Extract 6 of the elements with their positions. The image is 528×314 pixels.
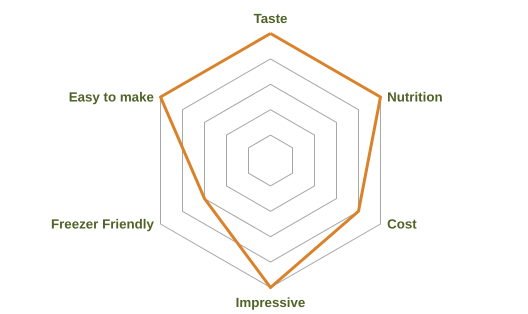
spoke-label: Taste (254, 10, 288, 26)
spoke-label: Cost (387, 216, 418, 232)
spoke-label: Nutrition (387, 90, 443, 104)
spoke-label: Easy to make (68, 90, 154, 104)
spoke-label: Impressive (236, 295, 306, 310)
spoke-label: Freezer Friendly (50, 216, 155, 232)
